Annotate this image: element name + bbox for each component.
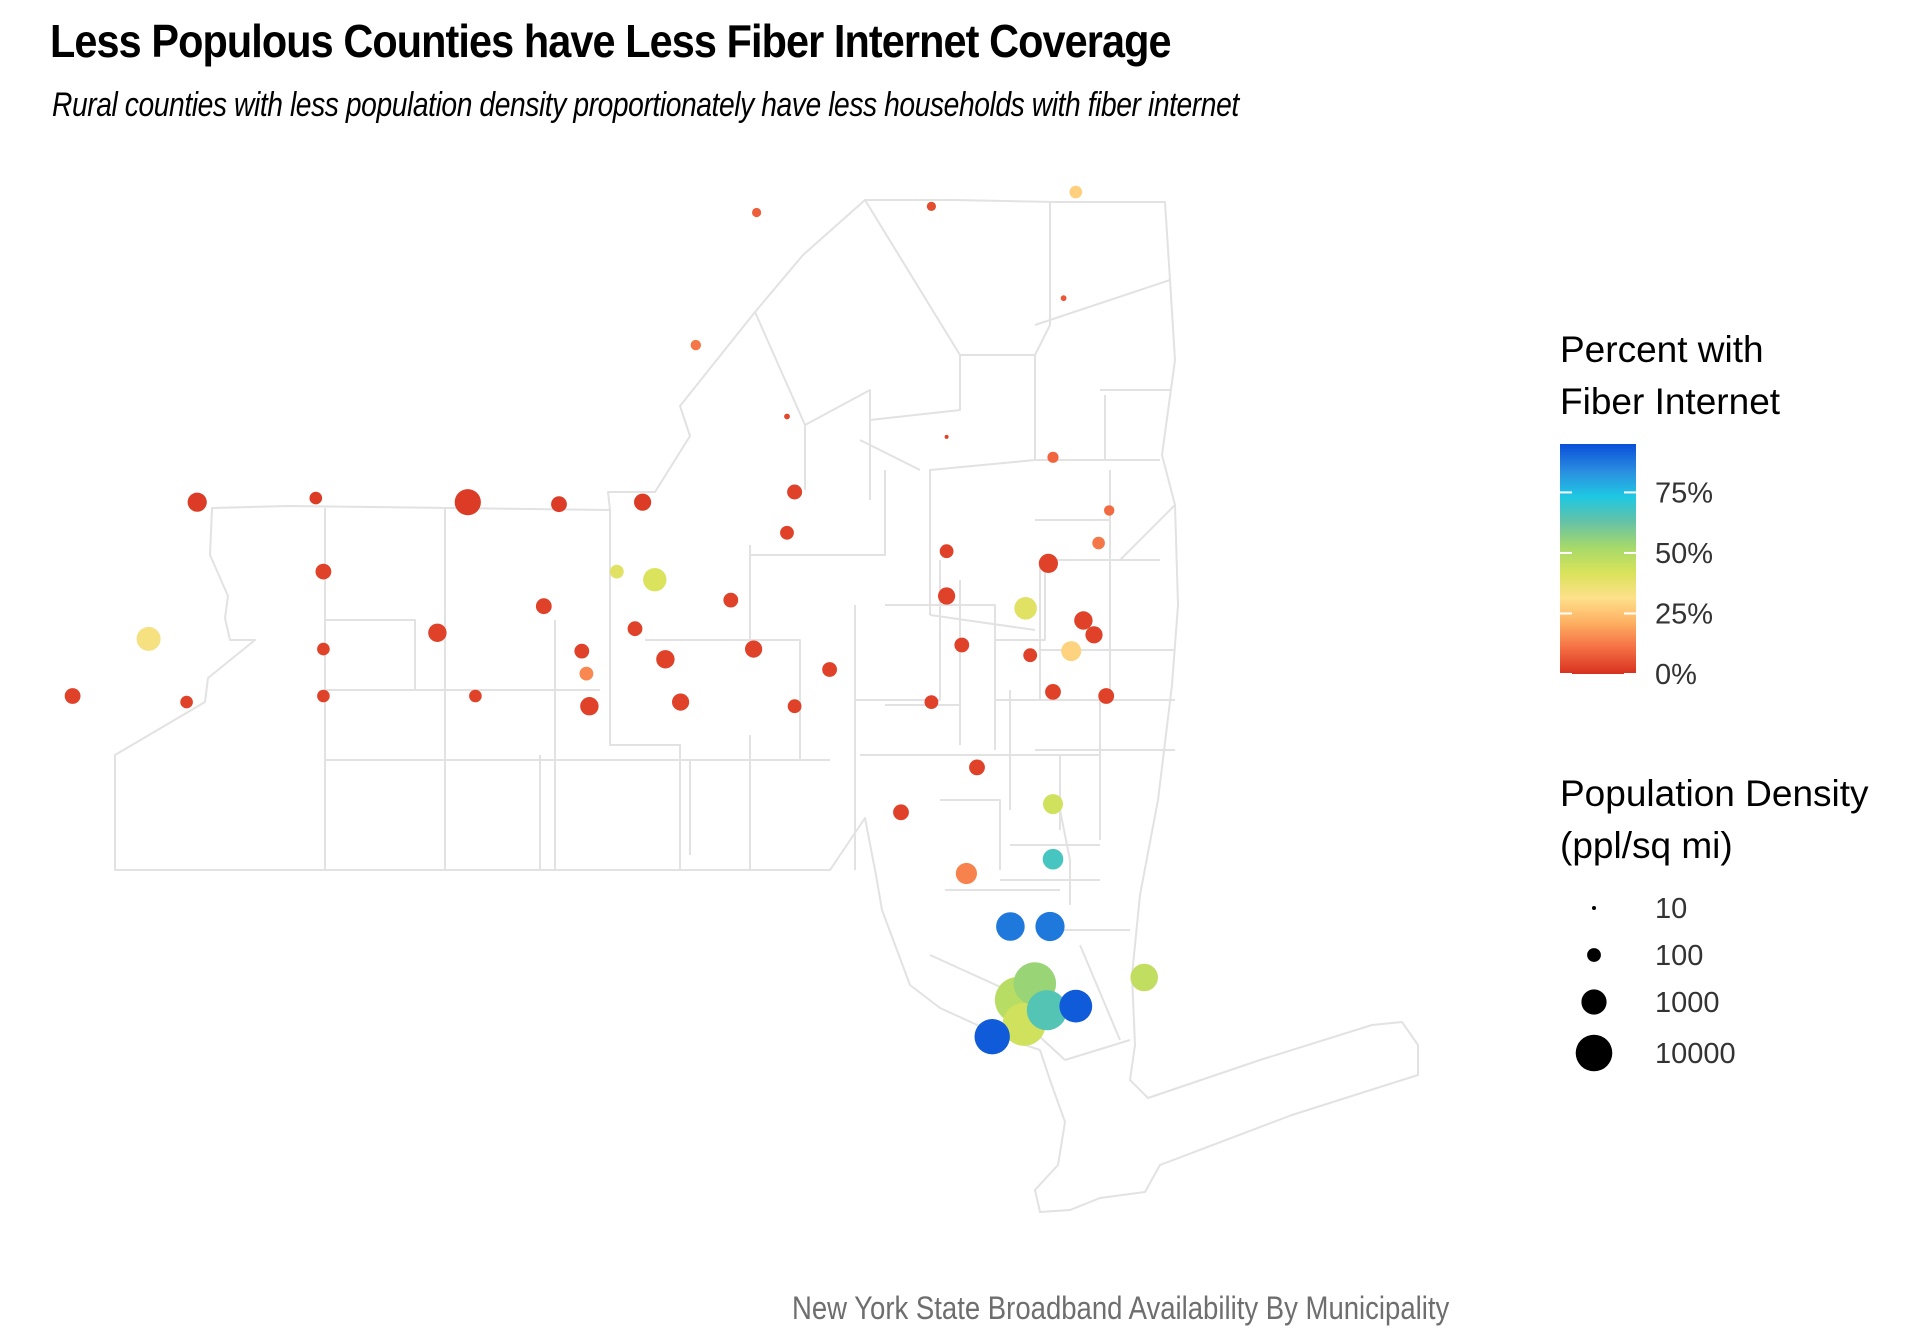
color-legend-title-line1: Percent with (1560, 329, 1764, 370)
size-legend-key-label: 10000 (1655, 1038, 1736, 1070)
county-bubble (469, 689, 482, 703)
county-bubbles (64, 185, 1158, 1055)
county-bubble (944, 434, 949, 439)
county-bubble (1023, 648, 1038, 663)
county-bubble (1014, 597, 1037, 620)
size-legend-key-circle (1592, 906, 1596, 910)
county-bubble (723, 592, 739, 608)
county-bubble (1098, 688, 1115, 704)
county-bubble (690, 339, 701, 351)
county-bubble (317, 642, 330, 656)
county-bubble (656, 650, 675, 669)
county-bubble (136, 626, 161, 651)
county-bubble (609, 564, 624, 579)
county-bubble (939, 544, 954, 559)
county-bubble (454, 489, 481, 516)
county-bubble (974, 1018, 1010, 1055)
county-bubble (535, 598, 552, 615)
county-bubble (1038, 553, 1058, 574)
color-legend-bar (1560, 444, 1636, 674)
county-bubble (996, 912, 1025, 941)
county-bubble (955, 862, 978, 885)
county-bubble (317, 689, 330, 703)
county-bubble (309, 491, 323, 505)
county-bubble (551, 496, 567, 513)
county-bubble (580, 697, 599, 716)
county-bubble (643, 568, 667, 592)
color-legend-tick-label: 75% (1655, 477, 1713, 509)
size-legend-key-label: 100 (1655, 940, 1703, 972)
county-bubble (180, 695, 193, 709)
county-bubble (1092, 536, 1105, 550)
county-bubble (574, 643, 590, 659)
size-legend-title-line1: Population Density (1560, 773, 1869, 814)
county-bubble (926, 201, 937, 211)
county-bubble (745, 640, 763, 658)
color-legend-tick-label: 25% (1655, 598, 1713, 630)
county-bubble (1043, 794, 1063, 815)
county-bubble (1074, 611, 1093, 630)
county-bubble (787, 699, 802, 714)
county-bubble (1045, 684, 1061, 700)
size-legend-key-circle (1575, 1034, 1613, 1072)
color-legend-title-line2: Fiber Internet (1560, 381, 1781, 422)
county-bubble (1047, 451, 1059, 463)
county-bubble (64, 688, 81, 704)
county-bubble (627, 621, 643, 637)
color-legend-tick-label: 0% (1655, 659, 1697, 691)
county-bubble (1061, 641, 1082, 662)
chart-subtitle: Rural counties with less population dens… (52, 86, 1239, 124)
county-bubble (1060, 295, 1067, 302)
county-bubble (954, 637, 970, 653)
county-bubble (1085, 626, 1103, 644)
size-legend-title-line2: (ppl/sq mi) (1560, 825, 1733, 866)
county-bubble (1035, 911, 1065, 942)
chart-caption: New York State Broadband Availability By… (792, 1290, 1450, 1326)
color-legend-tick-label: 50% (1655, 538, 1713, 570)
density-size-legend: Population Density (ppl/sq mi) 10 100 1000… (1560, 773, 1869, 1072)
county-bubble (1130, 963, 1158, 992)
county-bubble (1104, 505, 1115, 516)
county-bubble (787, 484, 803, 500)
county-bubble (938, 587, 956, 605)
county-bubble (822, 662, 837, 677)
county-bubble (634, 493, 652, 511)
fiber-color-legend: Percent with Fiber Internet 0% 25% 50% 75% (1560, 329, 1781, 691)
chart-title: Less Populous Counties have Less Fiber I… (50, 15, 1172, 67)
county-bubble (780, 525, 794, 540)
county-bubble (428, 623, 447, 642)
county-boundaries (114, 199, 1419, 1213)
county-bubble (752, 207, 762, 218)
county-bubble (1026, 990, 1067, 1031)
size-legend-key-circle (1581, 989, 1607, 1015)
county-bubble (1042, 848, 1064, 870)
county-bubble (1069, 185, 1083, 199)
size-legend-key-label: 1000 (1655, 987, 1720, 1019)
county-bubble (784, 413, 790, 420)
county-bubble (1059, 989, 1093, 1023)
county-bubble (924, 695, 939, 709)
county-bubble (315, 563, 332, 580)
county-bubble (672, 693, 690, 711)
county-bubble (969, 759, 985, 776)
size-legend-key-label: 10 (1655, 893, 1687, 925)
county-bubble (187, 492, 207, 512)
county-bubble (893, 804, 909, 821)
county-bubble (579, 666, 594, 681)
size-legend-key-circle (1587, 948, 1601, 962)
